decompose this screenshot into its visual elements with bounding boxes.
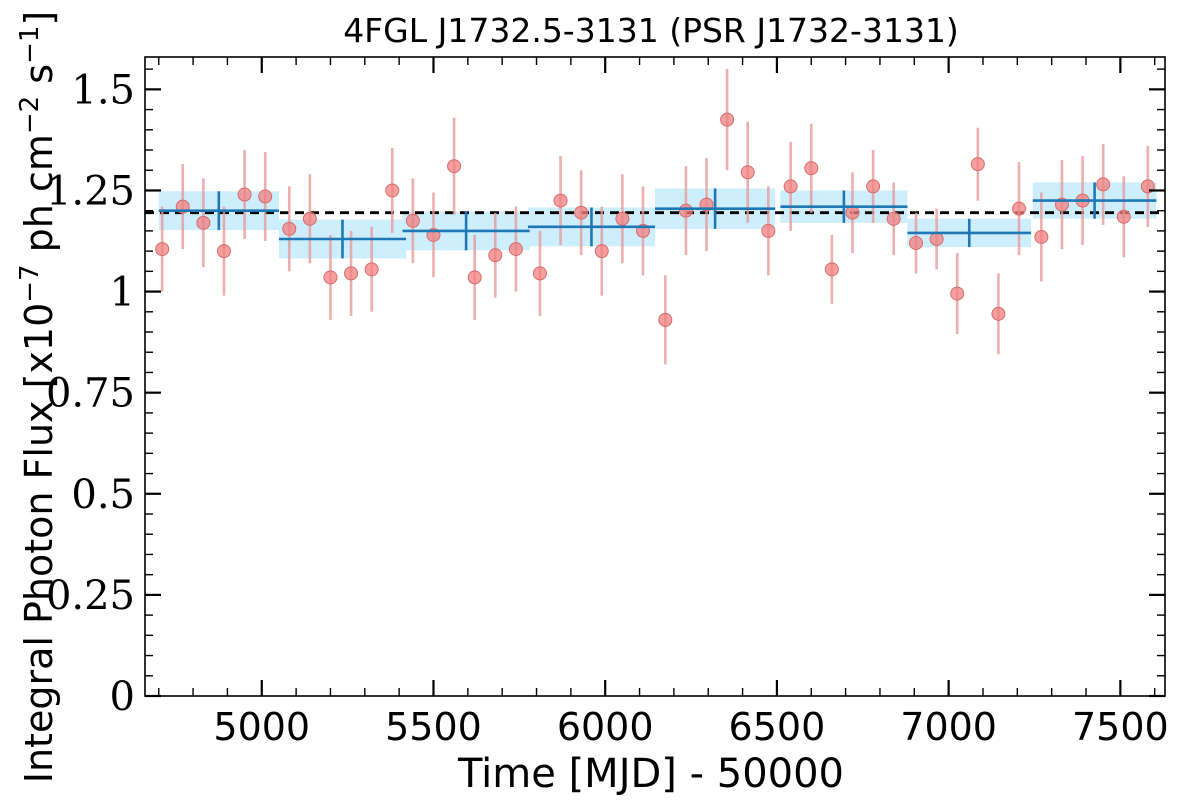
data-point (488, 248, 503, 263)
y-axis-label: Integral Photon Flux [x10−7 ph cm−2 s−1] (15, 11, 61, 784)
data-point (950, 286, 965, 301)
y-tick-label: 0.5 (71, 472, 135, 518)
data-point (761, 223, 776, 238)
data-point (678, 203, 693, 218)
short-bin-points (155, 69, 1155, 365)
x-axis-label: Time [MJD] - 50000 (457, 751, 844, 797)
y-tick-label: 0 (110, 674, 135, 720)
data-point (1116, 209, 1131, 224)
data-point (824, 262, 839, 277)
data-point (1096, 177, 1111, 192)
long-bin-crosses (158, 182, 1157, 259)
x-tick-label: 6500 (729, 705, 826, 749)
axis-ticks (145, 57, 1165, 698)
data-point (323, 270, 338, 285)
data-point (783, 179, 798, 194)
x-tick-label: 5500 (385, 705, 482, 749)
data-point (720, 112, 735, 127)
data-point (237, 187, 252, 202)
x-tick-label: 6000 (557, 705, 654, 749)
data-point (532, 266, 547, 281)
x-tick-label: 5000 (213, 705, 310, 749)
data-point (447, 159, 462, 174)
x-tick-label: 7500 (1072, 705, 1169, 749)
data-point (866, 179, 881, 194)
data-point (385, 183, 400, 198)
data-point (216, 244, 231, 259)
data-point (845, 205, 860, 220)
data-point (594, 244, 609, 259)
data-point (302, 211, 317, 226)
data-point (553, 193, 568, 208)
data-point (155, 242, 170, 257)
y-tick-label: 0.75 (46, 371, 135, 417)
data-point (282, 221, 297, 236)
y-tick-label: 0.25 (46, 573, 135, 619)
axis-tick-labels: 5000 5500 6000 6500 7000 7500 0 0.25 0.5 0.75 1 1.2… (46, 67, 1169, 749)
data-point (615, 211, 630, 226)
data-point (929, 231, 944, 246)
chart-title: 4FGL J1732.5-3131 (PSR J1732-3131) (343, 11, 959, 50)
data-point (740, 165, 755, 180)
data-point (658, 312, 673, 327)
data-point (970, 157, 985, 172)
data-point (886, 211, 901, 226)
data-point (1034, 229, 1049, 244)
data-point (909, 236, 924, 251)
plot-frame (144, 56, 1166, 697)
data-point (196, 215, 211, 230)
data-point (344, 266, 359, 281)
data-point (1012, 201, 1027, 216)
x-tick-label: 7000 (900, 705, 997, 749)
y-tick-label: 1.5 (71, 67, 135, 113)
y-tick-label: 1.25 (46, 168, 135, 214)
data-point (991, 306, 1006, 321)
data-point (467, 270, 482, 285)
data-point (405, 213, 420, 228)
data-point (804, 161, 819, 176)
data-point (574, 205, 589, 220)
data-point (364, 262, 379, 277)
data-point (508, 242, 523, 257)
y-tick-label: 1 (110, 270, 135, 316)
data-point (258, 189, 273, 204)
